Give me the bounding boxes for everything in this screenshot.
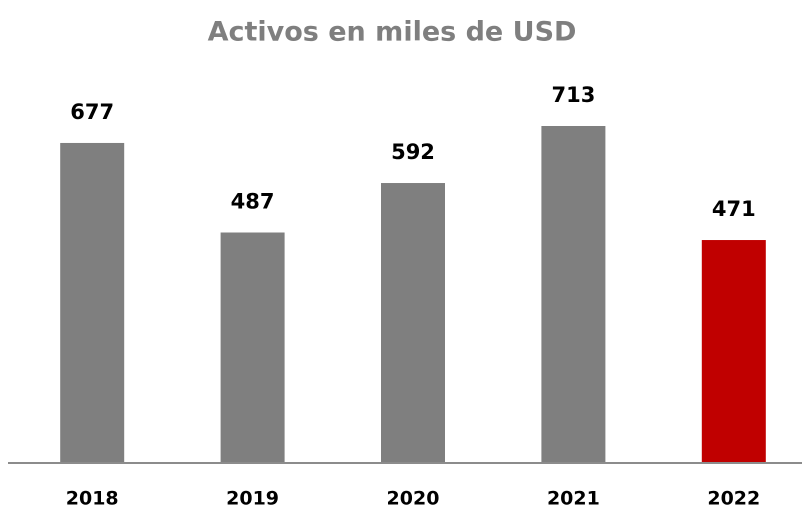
value-label: 677: [70, 100, 114, 124]
chart-title: Activos en miles de USD: [208, 17, 577, 48]
value-label: 487: [231, 190, 275, 214]
x-tick-label: 2022: [707, 488, 760, 510]
x-tick-label: 2020: [387, 488, 440, 510]
bar: [701, 240, 766, 462]
value-label: 592: [391, 140, 435, 164]
bar: [60, 142, 125, 462]
value-label: 713: [551, 83, 595, 107]
x-tick-label: 2021: [547, 488, 600, 510]
x-tick-label: 2019: [226, 488, 279, 510]
x-tick-label: 2018: [66, 488, 119, 510]
bar: [220, 232, 285, 462]
bar: [541, 126, 606, 462]
bar: [381, 183, 445, 462]
value-label: 471: [712, 197, 756, 221]
